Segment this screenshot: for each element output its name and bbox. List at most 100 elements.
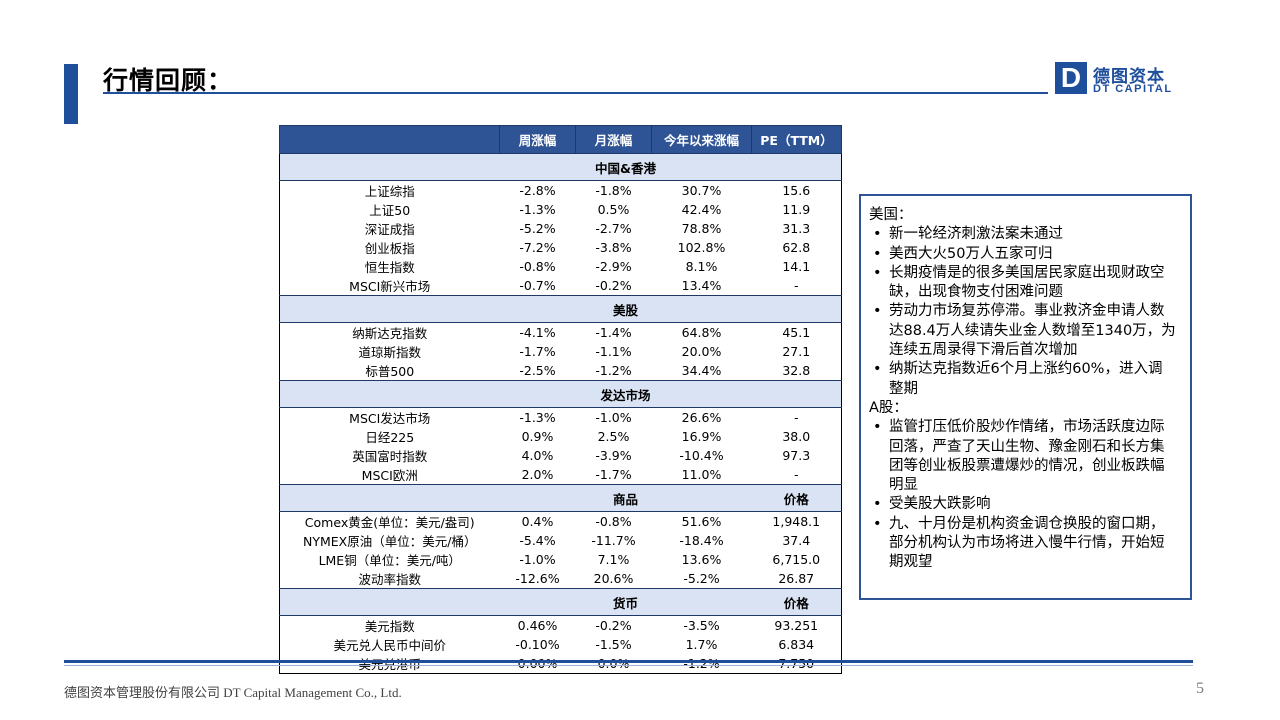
weekly-change-cell: 4.0% xyxy=(521,448,554,463)
ytd-change-cell: 13.6% xyxy=(681,552,722,567)
us-bullet-1: 新一轮经济刺激法案未通过 xyxy=(869,225,1176,245)
table-section: 美股纳斯达克指数 -4.1% -1.4% 64.8% 45.1 道琼斯指数 -1.7% -1.… xyxy=(279,295,842,381)
row-label: MSCI发达市场 xyxy=(349,411,431,426)
section-spacer xyxy=(279,380,500,408)
market-review-table-container: 周涨幅 月涨幅 今年以来涨幅 PE（TTM） 中国&香港 上证综指 -2.8% -1.… xyxy=(279,125,842,674)
ytd-change-cell: 78.8% xyxy=(681,221,722,236)
pe-or-price-cell: 6,715.0 xyxy=(772,552,821,567)
table-row: 美元指数 0.46% -0.2% -3.5% 93.251 xyxy=(280,616,842,636)
section-title: 货币 xyxy=(499,588,752,616)
pe-or-price-cell: - xyxy=(793,467,799,482)
monthly-change-cell: -0.2% xyxy=(595,618,632,633)
pe-or-price-cell: 93.251 xyxy=(774,618,819,633)
ytd-change-cell: 26.6% xyxy=(681,410,722,425)
pe-or-price-cell: - xyxy=(793,278,799,293)
row-label: 恒生指数 xyxy=(364,260,415,275)
ytd-change-cell: 64.8% xyxy=(681,325,722,340)
section-price-label xyxy=(751,295,842,323)
row-label: 美元兑人民币中间价 xyxy=(333,638,446,653)
section-title: 美股 xyxy=(499,295,752,323)
title-accent-bar xyxy=(64,64,78,124)
header-pe-ttm: PE（TTM） xyxy=(751,125,842,154)
weekly-change-cell: -5.4% xyxy=(519,533,556,548)
pe-or-price-cell: 45.1 xyxy=(782,325,811,340)
table-row: 美元兑人民币中间价 -0.10% -1.5% 1.7% 6.834 xyxy=(280,635,842,654)
row-label: 纳斯达克指数 xyxy=(352,326,428,341)
table-row: 波动率指数 -12.6% 20.6% -5.2% 26.87 xyxy=(280,569,842,589)
table-row: 标普500 -2.5% -1.2% 34.4% 32.8 xyxy=(280,361,842,381)
table-row: 恒生指数 -0.8% -2.9% 8.1% 14.1 xyxy=(280,257,842,276)
header-ytd-change: 今年以来涨幅 xyxy=(651,125,752,154)
a-share-heading: A股： xyxy=(869,399,908,416)
weekly-change-cell: -2.5% xyxy=(519,363,556,378)
table-row: 深证成指 -5.2% -2.7% 78.8% 31.3 xyxy=(280,219,842,238)
weekly-change-cell: 0.4% xyxy=(521,514,554,529)
row-label: 上证50 xyxy=(369,203,411,218)
row-label: MSCI欧洲 xyxy=(361,468,418,483)
monthly-change-cell: -3.9% xyxy=(595,448,632,463)
a-share-bullet-1: 监管打压低价股炒作情绪，市场活跃度边际回落，严查了天山生物、豫金刚石和长方集团等… xyxy=(869,418,1176,495)
weekly-change-cell: 0.9% xyxy=(521,429,554,444)
row-label: LME铜（单位：美元/吨） xyxy=(318,553,461,568)
row-label: Comex黄金(单位：美元/盎司) xyxy=(304,515,475,530)
section-spacer xyxy=(279,295,500,323)
weekly-change-cell: -7.2% xyxy=(519,240,556,255)
section-title: 中国&香港 xyxy=(499,153,752,181)
row-label: MSCI新兴市场 xyxy=(349,279,431,294)
monthly-change-cell: -11.7% xyxy=(591,533,636,548)
monthly-change-cell: -2.7% xyxy=(595,221,632,236)
ytd-change-cell: 13.4% xyxy=(681,278,722,293)
section-header-row: 中国&香港 xyxy=(279,153,842,181)
company-logo: D 德图资本 DT CAPITAL xyxy=(1055,60,1180,96)
monthly-change-cell: 7.1% xyxy=(597,552,630,567)
pe-or-price-cell: 37.4 xyxy=(782,533,811,548)
us-bullet-2: 美西大火50万人五家可归 xyxy=(869,245,1176,265)
monthly-change-cell: -1.2% xyxy=(595,363,632,378)
monthly-change-cell: 0.0% xyxy=(597,656,630,671)
table-row: MSCI欧洲 2.0% -1.7% 11.0% - xyxy=(280,465,842,485)
footer-divider xyxy=(64,660,1193,663)
us-bullet-list: 新一轮经济刺激法案未通过 美西大火50万人五家可归 长期疫情是的很多美国居民家庭… xyxy=(869,225,1176,399)
section-spacer xyxy=(279,588,500,616)
row-label: 英国富时指数 xyxy=(352,449,428,464)
section-header-row: 发达市场 xyxy=(279,380,842,408)
monthly-change-cell: 0.5% xyxy=(597,202,630,217)
pe-or-price-cell: 6.834 xyxy=(778,637,815,652)
row-label: 道琼斯指数 xyxy=(358,345,421,360)
monthly-change-cell: -0.8% xyxy=(595,514,632,529)
section-title: 发达市场 xyxy=(499,380,752,408)
monthly-change-cell: -1.5% xyxy=(595,637,632,652)
pe-or-price-cell: 31.3 xyxy=(782,221,811,236)
section-title: 商品 xyxy=(499,484,752,512)
weekly-change-cell: -4.1% xyxy=(519,325,556,340)
table-header-row: 周涨幅 月涨幅 今年以来涨幅 PE（TTM） xyxy=(279,125,842,154)
header-name xyxy=(279,125,500,154)
ytd-change-cell: 42.4% xyxy=(681,202,722,217)
table-row: 纳斯达克指数 -4.1% -1.4% 64.8% 45.1 xyxy=(280,323,842,343)
monthly-change-cell: -0.2% xyxy=(595,278,632,293)
weekly-change-cell: -12.6% xyxy=(515,571,560,586)
footer-company-name: 德图资本管理股份有限公司 DT Capital Management Co., … xyxy=(64,685,402,700)
table-row: 创业板指 -7.2% -3.8% 102.8% 62.8 xyxy=(280,238,842,257)
monthly-change-cell: -1.4% xyxy=(595,325,632,340)
logo-mark-icon: D xyxy=(1055,62,1087,94)
monthly-change-cell: -1.0% xyxy=(595,410,632,425)
commentary-box: 美国： 新一轮经济刺激法案未通过 美西大火50万人五家可归 长期疫情是的很多美国… xyxy=(859,194,1192,600)
pe-or-price-cell: 11.9 xyxy=(782,202,811,217)
table-row: 上证综指 -2.8% -1.8% 30.7% 15.6 xyxy=(280,181,842,201)
logo-chinese-name: 德图资本 xyxy=(1093,67,1165,87)
weekly-change-cell: -0.8% xyxy=(519,259,556,274)
ytd-change-cell: -5.2% xyxy=(683,571,720,586)
row-label: 深证成指 xyxy=(364,222,415,237)
title-divider xyxy=(103,92,1048,94)
weekly-change-cell: -1.7% xyxy=(519,344,556,359)
ytd-change-cell: 34.4% xyxy=(681,363,722,378)
ytd-change-cell: 1.7% xyxy=(685,637,718,652)
pe-or-price-cell: 38.0 xyxy=(782,429,811,444)
section-header-row: 货币 价格 xyxy=(279,588,842,616)
monthly-change-cell: -1.8% xyxy=(595,183,632,198)
table-row: 英国富时指数 4.0% -3.9% -10.4% 97.3 xyxy=(280,446,842,465)
monthly-change-cell: 20.6% xyxy=(593,571,634,586)
table-section: 中国&香港 上证综指 -2.8% -1.8% 30.7% 15.6 上证50 -1.3% 0.5… xyxy=(279,153,842,296)
ytd-change-cell: -10.4% xyxy=(679,448,724,463)
